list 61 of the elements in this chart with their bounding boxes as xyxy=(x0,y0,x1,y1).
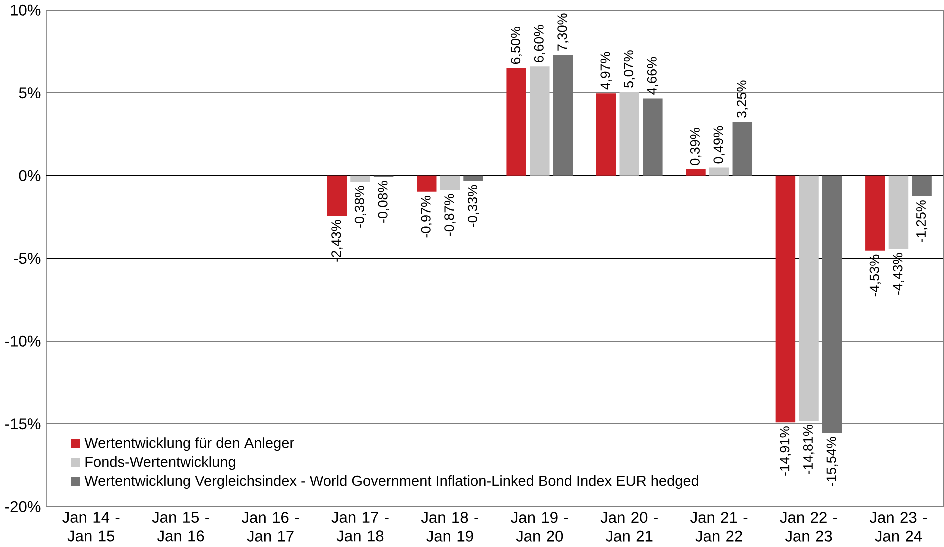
x-tick-label: Jan 18 - Jan 19 xyxy=(421,512,479,542)
y-tick-label: -15% xyxy=(6,418,41,430)
x-tick-label: Jan 15 - Jan 16 xyxy=(152,512,210,542)
bar xyxy=(620,92,640,176)
data-label: -2,43% xyxy=(332,220,343,262)
data-label: 5,07% xyxy=(624,50,636,88)
data-label: -4,43% xyxy=(893,253,904,296)
y-tick-label: 5% xyxy=(19,88,41,99)
bar xyxy=(709,168,730,176)
bar xyxy=(912,176,932,197)
data-label: 0,39% xyxy=(690,128,702,166)
data-label: -0,97% xyxy=(421,196,432,238)
data-label: 6,50% xyxy=(511,27,522,64)
data-label: 3,25% xyxy=(737,80,748,118)
data-label: 7,30% xyxy=(558,14,569,51)
bar xyxy=(822,176,842,434)
data-label: -4,53% xyxy=(870,255,881,297)
x-tick-label: Jan 20 - Jan 21 xyxy=(600,512,658,542)
x-tick-label: Jan 14 - Jan 15 xyxy=(62,512,120,542)
bar xyxy=(417,176,437,192)
bar xyxy=(553,55,574,176)
bar xyxy=(732,122,753,176)
bar xyxy=(776,176,796,423)
bar xyxy=(866,176,886,251)
data-label: -0,87% xyxy=(444,194,456,236)
bar xyxy=(506,68,526,176)
y-tick-label: -5% xyxy=(14,253,41,264)
data-label: -0,38% xyxy=(354,186,366,228)
data-label: 0,49% xyxy=(714,126,725,164)
bar xyxy=(643,98,663,176)
data-label: 4,66% xyxy=(647,58,659,96)
data-label: -0,33% xyxy=(468,186,480,228)
x-tick-label: Jan 21 - Jan 22 xyxy=(690,512,748,542)
legend-label: Fonds-Wertentwicklung xyxy=(86,456,236,470)
data-label: -14,91% xyxy=(780,426,792,476)
bar xyxy=(686,170,706,176)
bar xyxy=(530,66,550,176)
bar xyxy=(440,176,460,190)
bar xyxy=(596,94,616,176)
x-tick-label: Jan 16 - Jan 17 xyxy=(242,512,300,542)
bar xyxy=(799,176,819,422)
data-label: 4,97% xyxy=(600,52,612,90)
y-tick-label: 0% xyxy=(19,170,41,182)
legend-label: Wertentwicklung Vergleichsindex - World Government Inflation-Linked Bond Index EUR hedged xyxy=(84,476,698,490)
data-label: -14,81% xyxy=(803,425,815,474)
y-tick-label: -20% xyxy=(6,501,41,513)
x-tick-label: Jan 23 - Jan 24 xyxy=(870,512,928,542)
bar xyxy=(888,176,909,250)
y-tick-label: -10% xyxy=(6,336,41,348)
bar xyxy=(464,176,484,182)
x-tick-label: Jan 19 - Jan 20 xyxy=(511,512,568,542)
data-label: -15,54% xyxy=(826,437,838,486)
x-tick-label: Jan 22 - Jan 23 xyxy=(780,512,838,542)
bar xyxy=(350,176,370,182)
y-tick-label: 10% xyxy=(11,4,41,16)
legend-label: Wertentwicklung für den Anleger xyxy=(84,438,294,452)
bar xyxy=(327,176,348,216)
data-label: 6,60% xyxy=(534,25,546,63)
data-label: -1,25% xyxy=(916,200,928,242)
x-tick-label: Jan 17 - Jan 18 xyxy=(332,512,389,542)
data-label: -0,08% xyxy=(378,181,390,224)
